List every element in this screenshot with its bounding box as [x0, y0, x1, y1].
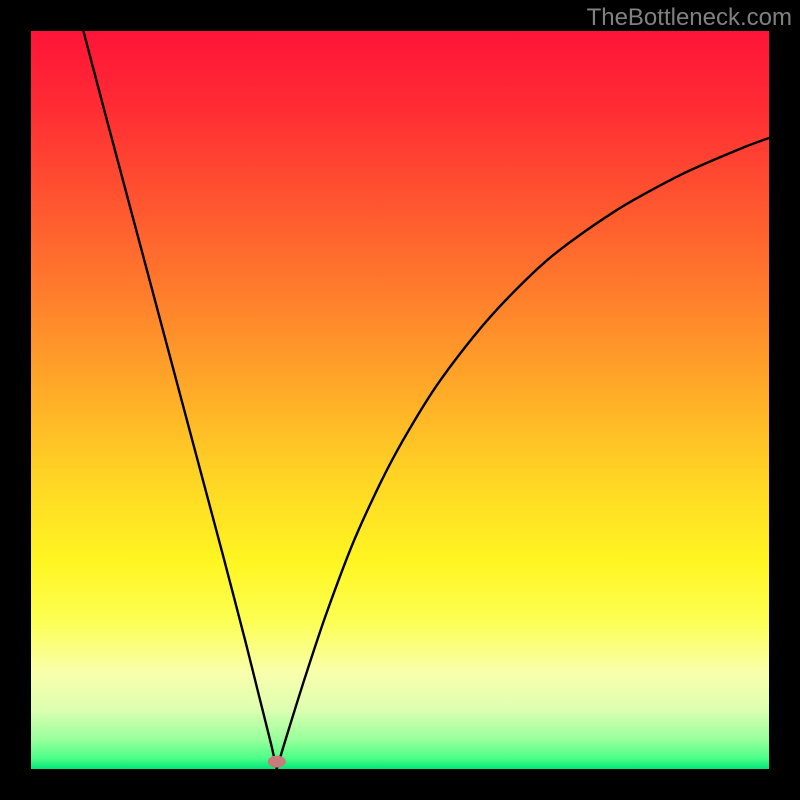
chart-frame: TheBottleneck.com	[0, 0, 800, 800]
bottleneck-chart	[31, 31, 769, 769]
watermark-text: TheBottleneck.com	[587, 4, 792, 32]
min-marker	[268, 756, 286, 768]
plot-area	[31, 31, 769, 769]
gradient-background	[31, 31, 769, 769]
